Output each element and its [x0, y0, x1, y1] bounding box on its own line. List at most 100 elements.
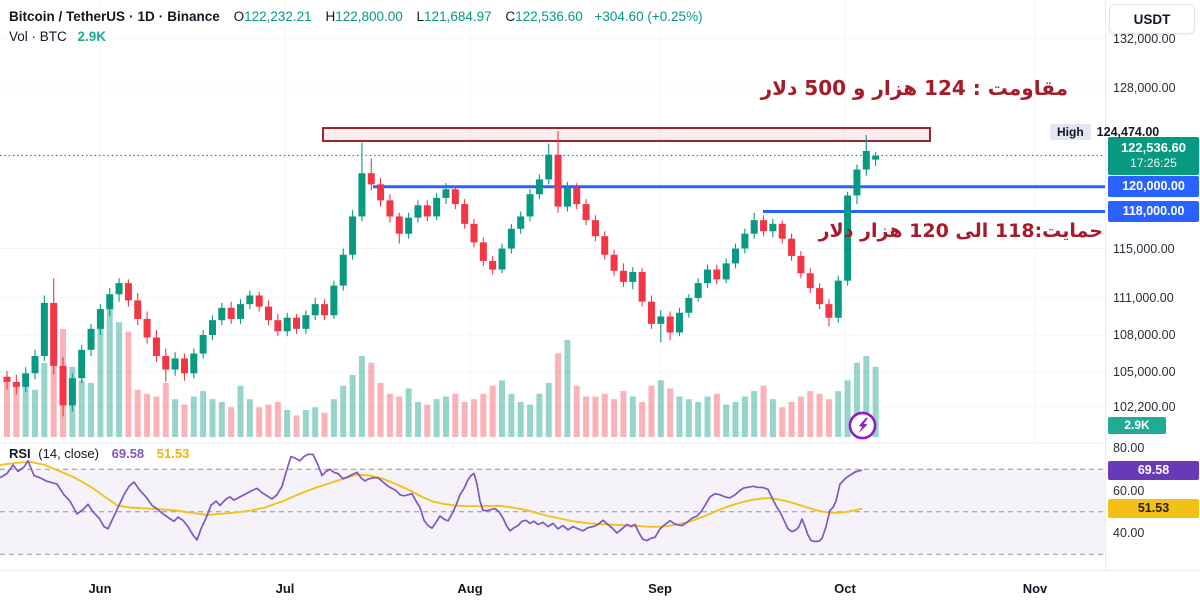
candle-body: [732, 248, 740, 264]
volume-bar: [639, 401, 646, 437]
volume-bar: [265, 404, 272, 437]
time-axis[interactable]: Jun Jul Aug Sep Oct Nov: [0, 570, 1200, 614]
volume-bar: [499, 380, 506, 437]
volume-bar: [330, 399, 337, 437]
volume-bar: [424, 404, 431, 437]
candle-body: [208, 320, 216, 335]
rsi-tick: 80.00: [1113, 441, 1145, 455]
currency-toggle-button[interactable]: USDT: [1109, 4, 1195, 34]
candle-body: [517, 216, 525, 229]
candle-body: [106, 294, 114, 310]
volume-bar: [134, 389, 141, 437]
separator-dot: ·: [129, 9, 134, 24]
price-tick: 128,000.00: [1113, 81, 1176, 95]
rsi-tick: 60.00: [1113, 483, 1145, 498]
rsi-value: 69.58: [111, 446, 145, 461]
volume-bar: [274, 401, 281, 437]
rsi-ma-value: 51.53: [156, 446, 190, 461]
candle-body: [797, 255, 805, 274]
support-annotation-text[interactable]: حمایت:118 الی 120 هزار دلار: [818, 220, 1103, 242]
volume-bar: [685, 399, 692, 437]
price-axis[interactable]: 122,536.60 17:26:25 120,000.00 118,000.0…: [1105, 0, 1200, 570]
volume-bar: [13, 385, 20, 437]
volume-bar: [555, 353, 562, 437]
volume-bar: [78, 380, 85, 437]
candle-body: [545, 154, 553, 180]
last-price-chip: 122,536.60 17:26:25: [1108, 137, 1199, 176]
time-axis-label-jul: Jul: [275, 581, 295, 596]
volume-bar: [611, 399, 618, 437]
rsi-title: RSI: [9, 446, 31, 461]
volume-bar: [50, 345, 57, 437]
rsi-tick: 40.00: [1113, 526, 1145, 540]
candle-body: [180, 358, 188, 374]
volume-legend[interactable]: Vol · BTC 2.9K: [9, 29, 106, 44]
candle-body: [199, 335, 207, 354]
volume-bar: [414, 401, 421, 437]
candle-body: [666, 316, 674, 333]
interval-label[interactable]: 1D: [137, 9, 155, 24]
candle-body: [143, 318, 151, 338]
high-label: H: [325, 9, 336, 24]
symbol-legend[interactable]: Bitcoin / TetherUS · 1D · Binance O122,232.2…: [9, 9, 703, 24]
candle-body: [40, 302, 48, 356]
exchange-label: Binance: [167, 9, 220, 24]
candle-body: [96, 309, 104, 329]
time-axis-label-aug: Aug: [457, 581, 483, 596]
rsi-legend[interactable]: RSI (14, close) 69.58 51.53: [9, 446, 189, 461]
volume-bar: [695, 401, 702, 437]
candle-body: [124, 283, 132, 301]
volume-bar: [471, 399, 477, 437]
volume-bar: [284, 410, 291, 437]
volume-bar: [508, 393, 515, 437]
volume-bar: [405, 388, 412, 437]
volume-bar: [162, 383, 169, 437]
volume-bar: [32, 389, 39, 437]
open-value: 122,232.21: [244, 9, 312, 24]
candle-body: [694, 283, 702, 298]
candle-body: [760, 220, 768, 232]
flash-bolt-icon[interactable]: [846, 409, 879, 442]
volume-bar: [741, 396, 748, 437]
volume-bar: [769, 399, 776, 437]
price-tick: 108,000.00: [1113, 328, 1176, 342]
candle-body: [601, 236, 609, 255]
candle-body: [293, 317, 301, 329]
volume-bar: [564, 339, 571, 437]
high-marker-label: High: [1050, 123, 1091, 140]
resistance-annotation-text[interactable]: مقاومت : 124 هزار و 500 دلار: [760, 76, 1068, 100]
rsi-value-chip: 69.58: [1108, 460, 1199, 480]
volume-bar: [358, 356, 365, 437]
candle-body: [87, 328, 95, 350]
candle-body: [862, 150, 870, 170]
volume-bar: [461, 401, 468, 437]
volume-bar: [788, 401, 795, 437]
high-value: 122,800.00: [335, 9, 403, 24]
volume-bar: [583, 396, 590, 437]
volume-bar: [4, 376, 10, 437]
volume-bar: [190, 396, 197, 437]
bar-countdown: 17:26:25: [1130, 156, 1177, 171]
resistance-zone-box[interactable]: [322, 127, 931, 142]
candle-body: [78, 349, 86, 379]
candlestick-series: [3, 131, 880, 417]
price-tick: 105,000.00: [1113, 365, 1176, 380]
candle-body: [563, 188, 571, 207]
volume-bar: [573, 385, 580, 437]
candle-body: [685, 297, 693, 313]
candle-body: [405, 217, 413, 234]
candle-body: [713, 269, 721, 280]
candle-body: [311, 304, 319, 316]
candle-body: [442, 189, 450, 198]
candle-body: [489, 260, 497, 270]
low-value: 121,684.97: [424, 9, 492, 24]
volume-bar: [125, 331, 132, 437]
candle-body: [806, 273, 814, 289]
volume-bar: [386, 393, 393, 437]
candle-body: [321, 304, 329, 316]
candle-body: [330, 285, 338, 316]
candle-body: [470, 223, 478, 243]
volume-bar: [601, 393, 608, 437]
volume-series: [4, 308, 879, 437]
